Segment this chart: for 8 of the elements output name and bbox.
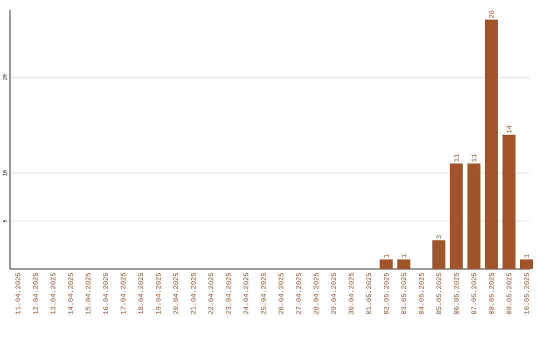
bar (484, 20, 498, 269)
bar (450, 163, 463, 269)
bar (467, 163, 480, 269)
bar (380, 259, 393, 269)
bar (520, 259, 533, 269)
bar (432, 240, 446, 269)
bar (397, 259, 410, 269)
bar (502, 134, 516, 269)
